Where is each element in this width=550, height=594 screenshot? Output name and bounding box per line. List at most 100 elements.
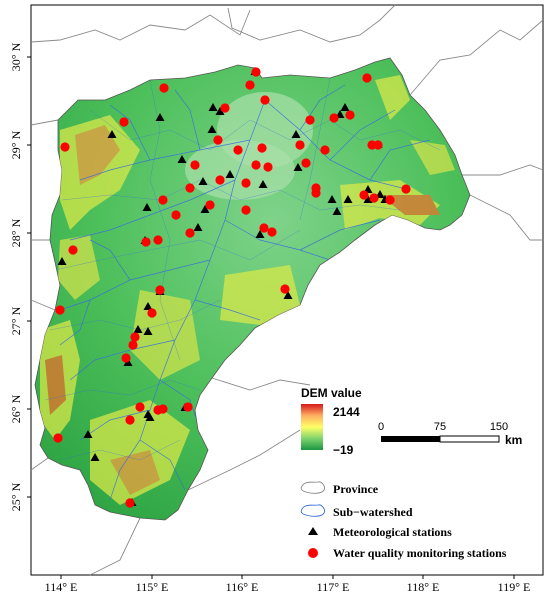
wq-station-marker bbox=[359, 190, 369, 200]
met-station-marker bbox=[225, 170, 235, 178]
wq-station-marker bbox=[245, 80, 255, 90]
met-station-marker bbox=[327, 195, 337, 203]
met-station-marker bbox=[155, 113, 165, 121]
lon-tick-label: 118° E bbox=[407, 580, 440, 594]
met-station-marker bbox=[90, 453, 100, 461]
wq-station-marker bbox=[259, 223, 269, 233]
met-station-marker bbox=[208, 103, 218, 111]
wq-station-marker bbox=[241, 205, 251, 215]
met-station-marker bbox=[340, 103, 350, 111]
wq-station-marker bbox=[141, 237, 151, 247]
met-station-marker bbox=[291, 130, 301, 138]
wq-station-marker bbox=[158, 404, 168, 414]
legend-province: Province bbox=[333, 482, 379, 496]
dem-color-ramp bbox=[301, 404, 323, 450]
water-quality-stations bbox=[53, 67, 411, 508]
wq-station-marker bbox=[125, 498, 135, 508]
met-station-marker bbox=[133, 325, 143, 333]
wq-station-marker bbox=[367, 140, 377, 150]
wq-station-marker bbox=[215, 175, 225, 185]
legend-met-stations: Meteorological stations bbox=[333, 525, 452, 539]
map-legend: Province Sub−watershed Meteorological st… bbox=[300, 481, 507, 560]
scale-unit: km bbox=[505, 433, 522, 447]
met-station-marker bbox=[293, 163, 303, 171]
wq-station-marker bbox=[345, 110, 355, 120]
legend-wq-stations: Water quality monitoring stations bbox=[333, 546, 507, 560]
wq-station-marker bbox=[190, 160, 200, 170]
wq-station-marker bbox=[311, 188, 321, 198]
met-station-marker bbox=[198, 177, 208, 185]
dem-legend: DEM value 2144 −19 bbox=[301, 386, 362, 457]
lat-tick-label: 28° N bbox=[9, 218, 23, 247]
met-station-marker bbox=[363, 195, 373, 203]
met-station-marker bbox=[193, 223, 203, 231]
dem-min-label: −19 bbox=[333, 443, 354, 457]
lon-tick-label: 117° E bbox=[317, 580, 350, 594]
wq-station-marker bbox=[305, 115, 315, 125]
wq-station-marker bbox=[135, 402, 145, 412]
met-station-marker bbox=[207, 125, 217, 133]
wq-station-marker bbox=[130, 332, 140, 342]
met-station-marker bbox=[57, 257, 67, 265]
met-station-marker bbox=[142, 203, 152, 211]
wq-station-marker bbox=[280, 284, 290, 294]
lat-tick-label: 26° N bbox=[9, 394, 23, 423]
met-station-marker bbox=[283, 291, 293, 299]
wq-station-marker bbox=[295, 140, 305, 150]
legend-subwatershed: Sub−watershed bbox=[333, 505, 413, 519]
wq-station-marker bbox=[158, 195, 168, 205]
axis-ticks bbox=[27, 56, 515, 579]
wq-station-marker bbox=[301, 158, 311, 168]
lat-tick-label: 25° N bbox=[9, 482, 23, 511]
met-station-marker bbox=[143, 327, 153, 335]
wq-station-marker bbox=[183, 402, 193, 412]
subwatershed-legend-symbol bbox=[300, 504, 325, 517]
wq-station-marker bbox=[55, 305, 65, 315]
lon-tick-label: 119° E bbox=[498, 580, 531, 594]
wq-station-marker bbox=[53, 433, 63, 443]
wq-station-marker bbox=[267, 227, 277, 237]
province-borders bbox=[30, 4, 544, 576]
wq-station-legend-symbol bbox=[308, 548, 318, 558]
met-station-marker bbox=[83, 430, 93, 438]
wq-station-marker bbox=[121, 353, 131, 363]
wq-station-marker bbox=[185, 228, 195, 238]
met-station-marker bbox=[215, 107, 225, 115]
wq-station-marker bbox=[320, 145, 330, 155]
dem-legend-title: DEM value bbox=[301, 386, 362, 400]
lon-tick-label: 116° E bbox=[226, 580, 259, 594]
met-station-marker bbox=[332, 207, 342, 215]
wq-station-marker bbox=[125, 415, 135, 425]
met-station-marker bbox=[145, 413, 155, 421]
wq-station-marker bbox=[401, 184, 411, 194]
lon-tick-label: 114° E bbox=[45, 580, 78, 594]
wq-station-marker bbox=[362, 73, 372, 83]
met-station-marker bbox=[107, 130, 117, 138]
wq-station-marker bbox=[241, 178, 251, 188]
wq-station-marker bbox=[369, 193, 379, 203]
wq-station-marker bbox=[155, 285, 165, 295]
wq-station-marker bbox=[329, 113, 339, 123]
wq-station-marker bbox=[233, 145, 243, 155]
lat-tick-label: 27° N bbox=[9, 306, 23, 335]
wq-station-marker bbox=[68, 245, 78, 255]
wq-station-marker bbox=[263, 162, 273, 172]
met-station-legend-symbol bbox=[308, 527, 318, 535]
scale-label: 150 bbox=[490, 421, 508, 433]
scale-label: 0 bbox=[378, 421, 384, 433]
wq-station-marker bbox=[147, 308, 157, 318]
dem-max-label: 2144 bbox=[333, 405, 360, 419]
met-station-marker bbox=[255, 230, 265, 238]
lon-tick-label: 115° E bbox=[136, 580, 169, 594]
scale-bar: 0 75 150 km bbox=[378, 421, 522, 447]
lat-tick-label: 29° N bbox=[9, 130, 23, 159]
wq-station-marker bbox=[260, 95, 270, 105]
wq-station-marker bbox=[119, 117, 129, 127]
wq-station-marker bbox=[205, 200, 215, 210]
wq-station-marker bbox=[171, 210, 181, 220]
wq-station-marker bbox=[159, 83, 169, 93]
wq-station-marker bbox=[251, 160, 261, 170]
wq-station-marker bbox=[220, 103, 230, 113]
wq-station-marker bbox=[213, 135, 223, 145]
